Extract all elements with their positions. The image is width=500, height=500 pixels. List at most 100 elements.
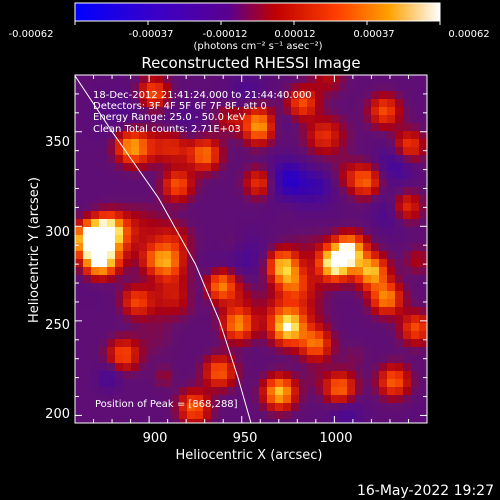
heatmap-cell [195, 219, 204, 228]
heatmap-cell [267, 259, 276, 268]
heatmap-cell [403, 291, 412, 300]
heatmap-cell [331, 139, 340, 148]
heatmap-cell [163, 211, 172, 220]
heatmap-cell [83, 219, 92, 228]
heatmap-cell [155, 363, 164, 372]
y-tick-label: 200 [45, 407, 70, 422]
heatmap-cell [403, 387, 412, 396]
heatmap-cell [267, 139, 276, 148]
heatmap-cell [267, 83, 276, 92]
heatmap-cell [243, 83, 252, 92]
heatmap-cell [395, 267, 404, 276]
heatmap-cell [283, 115, 292, 124]
heatmap-cell [371, 171, 380, 180]
heatmap-cell [163, 411, 172, 420]
heatmap-cell [275, 131, 284, 140]
heatmap-cell [387, 307, 396, 316]
heatmap-cell [259, 91, 268, 100]
heatmap-cell [83, 403, 92, 412]
heatmap-cell [131, 163, 140, 172]
heatmap-cell [211, 131, 220, 140]
heatmap-cell [387, 315, 396, 324]
heatmap-cell [323, 163, 332, 172]
heatmap-cell [331, 411, 340, 420]
heatmap-cell [75, 291, 84, 300]
heatmap-cell [355, 147, 364, 156]
heatmap-cell [379, 243, 388, 252]
heatmap-cell [171, 307, 180, 316]
heatmap-cell [139, 323, 148, 332]
heatmap-cell [331, 235, 340, 244]
heatmap-cell [323, 323, 332, 332]
heatmap-cell [147, 83, 156, 92]
heatmap-cell [203, 275, 212, 284]
heatmap-cell [203, 83, 212, 92]
heatmap-cell [267, 163, 276, 172]
heatmap-cell [171, 147, 180, 156]
heatmap-cell [91, 123, 100, 132]
heatmap-cell [83, 291, 92, 300]
heatmap-cell [387, 219, 396, 228]
heatmap-cell [387, 171, 396, 180]
heatmap-cell [179, 163, 188, 172]
heatmap-cell [315, 307, 324, 316]
heatmap-cell [379, 419, 388, 423]
heatmap-cell [235, 235, 244, 244]
heatmap-cell [179, 323, 188, 332]
heatmap-cell [411, 123, 420, 132]
heatmap-cell [155, 83, 164, 92]
heatmap-cell [83, 187, 92, 196]
heatmap-cell [251, 83, 260, 92]
heatmap-cell [131, 235, 140, 244]
heatmap-cell [387, 211, 396, 220]
heatmap-cell [283, 187, 292, 196]
heatmap-cell [419, 115, 427, 124]
heatmap-cell [187, 267, 196, 276]
heatmap-cell [195, 75, 204, 84]
heatmap-cell [387, 387, 396, 396]
heatmap-cell [187, 323, 196, 332]
heatmap-cell [251, 403, 260, 412]
heatmap-cell [203, 379, 212, 388]
heatmap-cell [339, 347, 348, 356]
heatmap-cell [267, 203, 276, 212]
heatmap-cell [371, 419, 380, 423]
heatmap-cell [219, 235, 228, 244]
heatmap-cell [347, 171, 356, 180]
heatmap-cell [75, 211, 84, 220]
heatmap-cell [107, 347, 116, 356]
heatmap-cell [211, 107, 220, 116]
heatmap-cell [75, 403, 84, 412]
heatmap-cell [411, 371, 420, 380]
colorbar-tick-label: -0.00012 [203, 29, 248, 40]
y-tick-label: 300 [45, 225, 70, 240]
heatmap-cell [259, 123, 268, 132]
heatmap-cell [171, 331, 180, 340]
heatmap-cell [147, 395, 156, 404]
heatmap-cell [347, 387, 356, 396]
heatmap-cell [219, 371, 228, 380]
heatmap-cell [275, 259, 284, 268]
heatmap-cell [107, 307, 116, 316]
heatmap-cell [203, 91, 212, 100]
heatmap-cell [267, 107, 276, 116]
heatmap-cell [323, 347, 332, 356]
heatmap-cell [387, 243, 396, 252]
heatmap-cell [299, 315, 308, 324]
heatmap-cell [291, 171, 300, 180]
heatmap-cell [259, 211, 268, 220]
heatmap-cell [163, 163, 172, 172]
heatmap-cell [211, 363, 220, 372]
heatmap-cell [243, 171, 252, 180]
heatmap-cell [275, 147, 284, 156]
heatmap-cell [315, 251, 324, 260]
heatmap-cell [267, 171, 276, 180]
heatmap-cell [259, 347, 268, 356]
heatmap-cell [363, 235, 372, 244]
heatmap-cell [403, 227, 412, 236]
heatmap-cell [107, 259, 116, 268]
heatmap-cell [83, 395, 92, 404]
heatmap-cell [83, 203, 92, 212]
heatmap-cell [91, 163, 100, 172]
heatmap-cell [395, 363, 404, 372]
